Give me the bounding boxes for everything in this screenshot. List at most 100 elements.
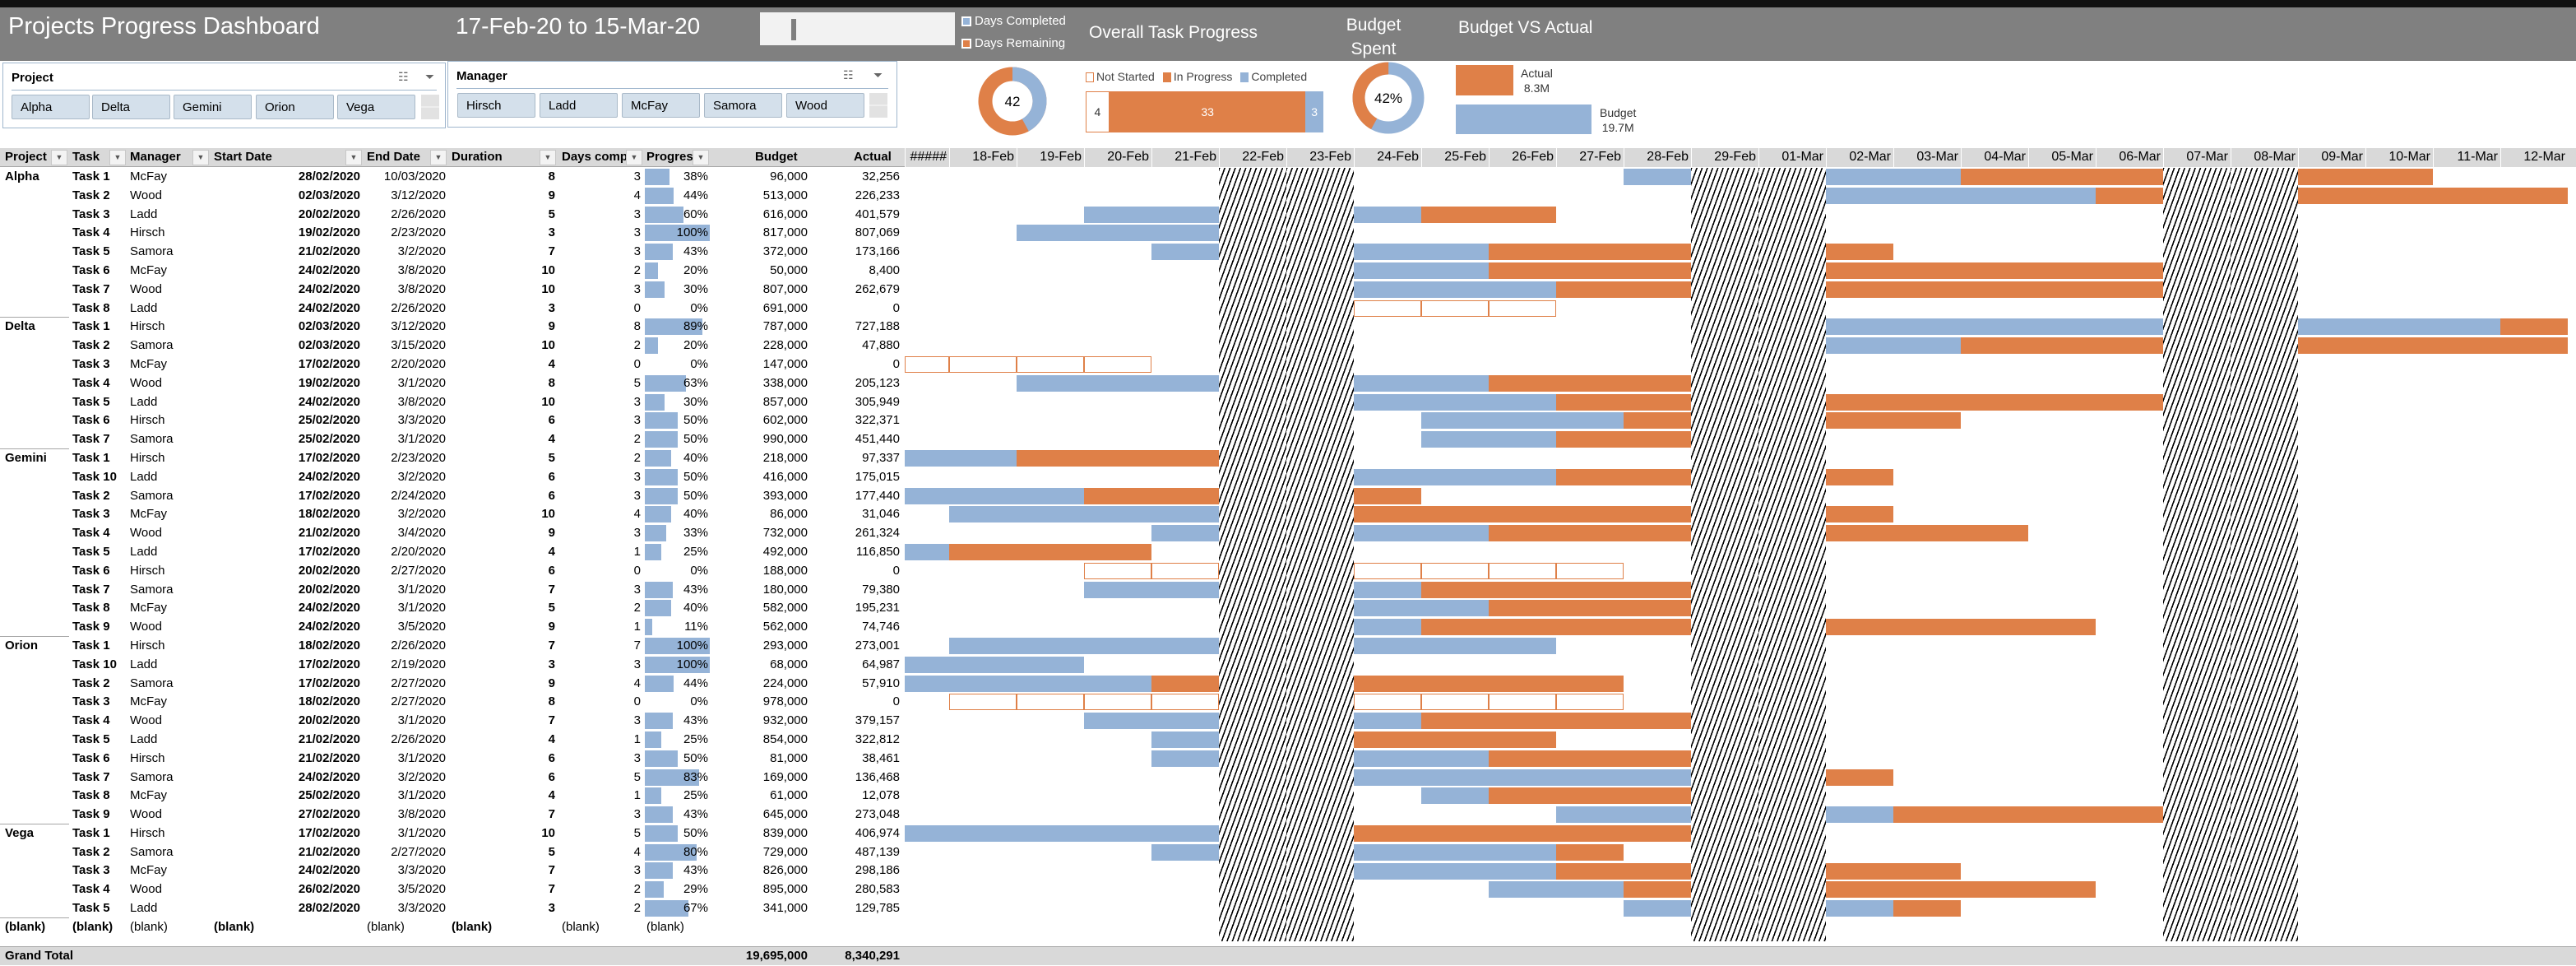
timeline-slider-handle[interactable] xyxy=(791,19,796,40)
budget-cell: 50,000 xyxy=(770,262,808,277)
start-date-cell: 20/02/2020 xyxy=(298,563,360,578)
multi-select-icon[interactable]: ☷ xyxy=(843,68,854,81)
slicer-scrollbar[interactable] xyxy=(869,93,887,118)
slicer-item-vega[interactable]: Vega xyxy=(337,95,415,119)
filter-dropdown-progress[interactable]: ▼ xyxy=(693,150,709,165)
col-header-project: Project xyxy=(5,150,47,164)
filter-dropdown-manager[interactable]: ▼ xyxy=(192,150,209,165)
start-date-cell: 20/02/2020 xyxy=(298,713,360,728)
slicer-item-mcfay[interactable]: McFay xyxy=(622,93,700,118)
budget-cell: 616,000 xyxy=(762,207,808,221)
table-row: Task 2 Samora 21/02/2020 2/27/2020 5 4 80% 729,… xyxy=(0,843,905,862)
task-cell: Task 7 xyxy=(72,582,110,597)
gantt-bar-remaining xyxy=(1421,581,1489,598)
days-completed-cell: 1 xyxy=(633,544,641,559)
manager-cell: McFay xyxy=(130,507,167,522)
gantt-bar-not-started xyxy=(1084,694,1151,711)
filter-dropdown-duration[interactable]: ▼ xyxy=(540,150,556,165)
task-cell: Task 4 xyxy=(72,225,110,240)
budget-cell: 224,000 xyxy=(762,676,808,690)
progress-value: 50% xyxy=(683,488,708,503)
slicer-item-hirsch[interactable]: Hirsch xyxy=(457,93,535,118)
filter-dropdown-start-date[interactable]: ▼ xyxy=(345,150,362,165)
project-cell: Vega xyxy=(5,825,35,840)
start-date-cell: 28/02/2020 xyxy=(298,901,360,916)
start-date-cell: 17/02/2020 xyxy=(298,356,360,371)
manager-cell: McFay xyxy=(130,262,167,277)
timeline-slider[interactable] xyxy=(760,12,955,45)
manager-cell: Ladd xyxy=(130,731,158,746)
table-row: Task 10 Ladd 24/02/2020 3/2/2020 6 3 50% 416,00… xyxy=(0,468,905,487)
actual-bar xyxy=(1456,65,1513,95)
actual-cell: 38,461 xyxy=(862,750,900,765)
slicer-item-delta[interactable]: Delta xyxy=(92,95,170,119)
gantt-bar-remaining xyxy=(1624,431,1691,448)
slicer-item-ladd[interactable]: Ladd xyxy=(540,93,618,118)
days-completed-cell: 3 xyxy=(633,207,641,221)
gantt-bar-completed xyxy=(1017,675,1084,692)
gantt-bar-completed xyxy=(1421,862,1489,880)
actual-cell: 261,324 xyxy=(855,526,900,541)
filter-dropdown-task[interactable]: ▼ xyxy=(109,150,126,165)
filter-dropdown-project[interactable]: ▼ xyxy=(51,150,67,165)
gantt-bar-remaining xyxy=(2096,281,2163,298)
task-cell: Task 3 xyxy=(72,863,110,878)
gantt-bar-completed xyxy=(1017,506,1084,523)
gantt-bar-completed xyxy=(1961,318,2028,336)
gantt-date-label: 21-Feb xyxy=(1151,148,1219,167)
gantt-bar-completed xyxy=(1354,393,1421,411)
gantt-bar-remaining xyxy=(1556,262,1624,279)
progress-value: 80% xyxy=(683,844,708,859)
gantt-bar-completed xyxy=(1151,713,1219,730)
gantt-chart xyxy=(905,168,2576,946)
slicer-item-wood[interactable]: Wood xyxy=(786,93,864,118)
progress-cell: 43% xyxy=(645,581,710,599)
filter-dropdown-days-completed[interactable]: ▼ xyxy=(626,150,642,165)
days-completed-cell: 1 xyxy=(633,620,641,634)
project-cell: Orion xyxy=(5,638,38,653)
gantt-bar-remaining xyxy=(1556,431,1624,448)
gantt-bar-not-started xyxy=(1354,562,1421,579)
clear-filter-icon[interactable]: ⏷ xyxy=(873,68,883,81)
manager-cell: Samora xyxy=(130,582,174,597)
actual-cell: 298,186 xyxy=(855,863,900,878)
actual-cell: 487,139 xyxy=(855,844,900,859)
slicer-item-samora[interactable]: Samora xyxy=(704,93,782,118)
slicer-item-alpha[interactable]: Alpha xyxy=(12,95,90,119)
progress-value: 43% xyxy=(683,863,708,878)
slicer-item-orion[interactable]: Orion xyxy=(256,95,334,119)
slicer-scrollbar[interactable] xyxy=(421,95,439,119)
budget-label: Budget 19.7M xyxy=(1600,105,1636,135)
gantt-bar-remaining xyxy=(1826,619,1893,636)
clear-filter-icon[interactable]: ⏷ xyxy=(425,70,435,83)
gantt-bar-remaining xyxy=(1624,244,1691,261)
gantt-bar-remaining xyxy=(1961,619,2028,636)
gantt-bar-completed xyxy=(905,487,949,504)
filter-dropdown-end-date[interactable]: ▼ xyxy=(430,150,447,165)
task-cell: Task 6 xyxy=(72,750,110,765)
project-cell: Gemini xyxy=(5,450,47,465)
budget-cell: 86,000 xyxy=(770,507,808,522)
multi-select-icon[interactable]: ☷ xyxy=(398,70,409,83)
gantt-bar-completed xyxy=(1354,468,1421,485)
duration-cell: 3 xyxy=(548,225,555,240)
gantt-bar-remaining xyxy=(1489,750,1556,767)
gantt-bar-remaining xyxy=(1084,487,1151,504)
gantt-bar-completed xyxy=(1354,244,1421,261)
budget-bar xyxy=(1456,104,1591,134)
pivot-table-header: Project ▼ Task ▼ Manager ▼ Start Date ▼ End … xyxy=(0,148,905,167)
gantt-bar-completed xyxy=(1017,638,1084,654)
duration-cell: 10 xyxy=(541,262,555,277)
end-date-cell: 3/5/2020 xyxy=(397,620,446,634)
manager-cell: Ladd xyxy=(130,469,158,484)
progress-databar xyxy=(645,281,665,298)
gantt-bar-remaining xyxy=(1084,544,1151,560)
task-cell: Task 6 xyxy=(72,563,110,578)
manager-cell: Wood xyxy=(130,882,162,897)
gantt-bar-remaining xyxy=(1893,412,1961,430)
slicer-item-gemini[interactable]: Gemini xyxy=(174,95,252,119)
actual-cell: 12,078 xyxy=(862,788,900,803)
progress-cell: 80% xyxy=(645,843,710,862)
gantt-bar-completed xyxy=(1084,506,1151,523)
gantt-bar-remaining xyxy=(1961,393,2028,411)
